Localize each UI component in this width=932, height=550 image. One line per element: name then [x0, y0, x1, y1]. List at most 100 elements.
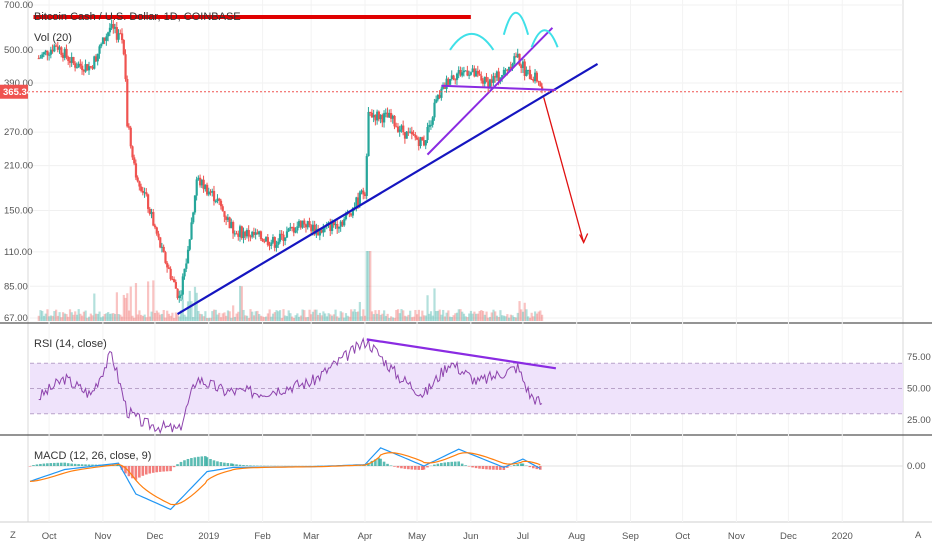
candle-body [369, 111, 372, 113]
price-tick-label: 67.00 [4, 313, 28, 324]
macd-histogram-bar [393, 466, 396, 467]
last-price-badge [0, 84, 28, 99]
candle-body [61, 54, 65, 58]
candle-body [270, 242, 273, 246]
candle-body [124, 54, 127, 80]
volume-bar [528, 317, 532, 321]
candle-body [457, 70, 460, 74]
volume-bar [313, 309, 316, 321]
macd-histogram-bar [440, 462, 443, 466]
candle-body [126, 79, 129, 127]
candle-body [530, 79, 533, 81]
volume-bar [60, 317, 63, 321]
volume-bar [466, 317, 469, 321]
volume-bar [162, 310, 165, 321]
candle-body [232, 222, 235, 234]
macd-histogram-bar [443, 462, 447, 466]
volume-bar [327, 313, 330, 321]
volume-bar [358, 301, 361, 321]
candle-body [41, 54, 44, 58]
candle-body [251, 231, 254, 237]
macd-histogram-bar [485, 466, 488, 470]
candle-body [195, 179, 198, 196]
volume-bar [84, 310, 87, 321]
price-tick-label: 500.00 [4, 45, 33, 56]
candle-body [336, 224, 339, 229]
candle-body [98, 46, 101, 54]
volume-bar [133, 317, 136, 321]
candle-body [438, 94, 441, 98]
volume-bar [160, 313, 164, 321]
volume-bar [435, 311, 438, 321]
candle-body [256, 232, 259, 235]
time-tick-label: Nov [94, 531, 111, 542]
volume-bar [200, 314, 204, 321]
volume-bar [211, 311, 214, 321]
candle-body [75, 67, 79, 69]
macd-histogram-bar [453, 461, 457, 466]
candle-body [308, 221, 311, 226]
volume-bar [329, 314, 332, 321]
candle-body [245, 230, 249, 237]
candle-body [383, 113, 386, 123]
candle-body [407, 131, 410, 133]
candle-body [429, 124, 433, 126]
macd-histogram-bar [141, 466, 145, 476]
candle-body [521, 61, 525, 68]
volume-bar [332, 314, 335, 321]
volume-bar [409, 310, 412, 321]
macd-signal-line [29, 452, 541, 506]
volume-bar [242, 309, 245, 321]
candle-body [275, 244, 278, 248]
candle-body [140, 186, 143, 191]
macd-histogram-bar [433, 464, 436, 466]
candle-body [277, 241, 280, 245]
candle-body [129, 127, 132, 147]
candle-body [501, 75, 504, 78]
candle-body [481, 80, 485, 84]
volume-bar [74, 311, 77, 321]
candle-body [101, 37, 105, 44]
last-price-label: 365.34 [3, 87, 33, 98]
volume-bar [159, 314, 162, 321]
volume-bar [48, 316, 51, 321]
volume-bar [103, 314, 106, 321]
auto-scale-icon[interactable]: A [915, 530, 922, 541]
volume-bar [497, 317, 500, 321]
volume-bar [377, 310, 381, 321]
volume-bar [96, 313, 99, 321]
volume-bar [381, 313, 384, 321]
candle-body [414, 134, 417, 138]
candle-body [167, 267, 171, 269]
volume-bar [407, 314, 410, 321]
volume-bar [464, 316, 467, 321]
candle-body [303, 220, 306, 225]
volume-bar [223, 312, 226, 321]
volume-bar [490, 312, 493, 321]
volume-bar [487, 317, 490, 321]
volume-bar [268, 309, 271, 321]
volume-bar [98, 311, 101, 321]
volume-bar [185, 316, 188, 321]
candle-body [358, 192, 361, 206]
time-tick-label: Mar [303, 531, 319, 542]
volume-bar [263, 317, 266, 321]
candle-body [540, 86, 544, 90]
macd-histogram-bar [56, 462, 60, 466]
volume-bar [424, 315, 427, 321]
candle-body [511, 63, 514, 69]
macd-histogram-bar [209, 458, 212, 466]
candle-body [282, 234, 285, 241]
candle-body [107, 32, 110, 37]
volume-bar [393, 317, 396, 321]
macd-histogram-bar [377, 458, 381, 466]
candle-body [527, 69, 530, 71]
candle-body [84, 64, 87, 72]
candle-body [86, 64, 89, 71]
candle-body [381, 114, 384, 123]
chart-title: Bitcoin Cash / U.S. Dollar, 1D, COINBASE [34, 11, 241, 23]
volume-bar [428, 313, 431, 321]
macd-histogram-bar [516, 464, 519, 466]
timezone-icon[interactable]: Z [10, 530, 16, 541]
